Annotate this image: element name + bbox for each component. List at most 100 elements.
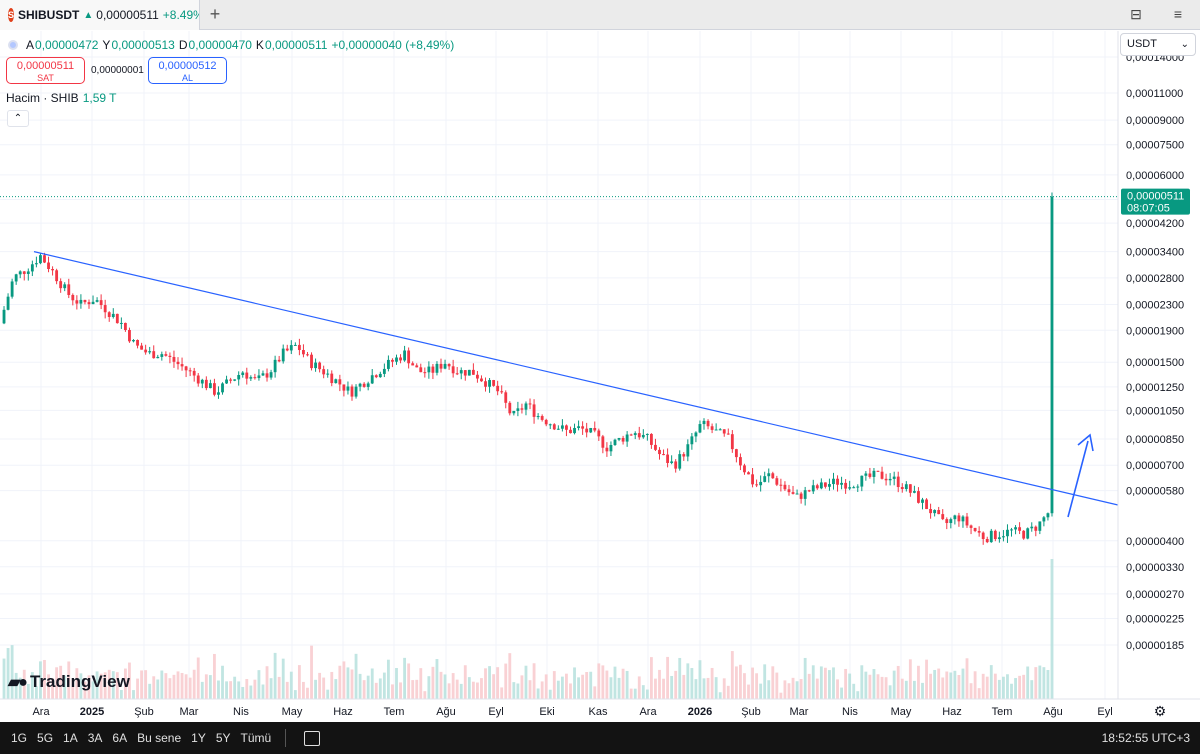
volume-bar: [795, 681, 799, 699]
volume-bar: [771, 666, 775, 699]
volume-bar: [581, 674, 585, 699]
candle-body: [34, 263, 38, 265]
candle-body: [257, 375, 261, 379]
x-tick-label: Eyl: [1097, 706, 1112, 718]
candle-body: [107, 312, 111, 317]
range-ytd[interactable]: Bu sene: [137, 731, 182, 745]
candle-body: [803, 490, 807, 499]
volume-bar: [144, 670, 148, 699]
volume-bar: [872, 669, 876, 699]
layout-icon[interactable]: ⊟: [1130, 6, 1142, 22]
candle-body: [225, 379, 228, 384]
volume-bar: [904, 680, 908, 699]
candle-body: [593, 427, 597, 431]
candle-body: [730, 434, 734, 450]
range-1y[interactable]: 1Y: [191, 731, 206, 745]
tradingview-logo[interactable]: ▰● TradingView: [8, 672, 130, 692]
candle-body: [403, 350, 407, 361]
tab-bar: S SHIBUSDT ▲ 0,00000511 +8.49% + ⊟ ≡: [0, 0, 1200, 30]
candle-body: [43, 255, 46, 263]
volume-bar: [993, 673, 997, 699]
price-chart[interactable]: 0,000140000,000110000,000090000,00007500…: [0, 31, 1200, 721]
candle-body: [439, 363, 443, 369]
chart-grid: [0, 31, 1118, 699]
volume-bar: [597, 663, 601, 699]
volume-bar: [184, 674, 188, 699]
candle-body: [710, 426, 714, 430]
volume-bar: [965, 658, 969, 699]
breakout-arrow: [1067, 433, 1094, 518]
volume-bar: [815, 678, 819, 699]
range-1g[interactable]: 1G: [11, 731, 28, 745]
candle-body: [302, 350, 305, 355]
clock[interactable]: 18:52:55 UTC+3: [1101, 731, 1190, 745]
volume-bar: [71, 678, 75, 699]
calendar-icon[interactable]: [304, 730, 321, 746]
toolbar-divider: [285, 729, 287, 747]
candle-body: [79, 299, 83, 304]
candle-body: [362, 383, 366, 387]
arrow-head: [1077, 433, 1094, 452]
candle-body: [241, 372, 245, 376]
add-tab-icon[interactable]: +: [209, 4, 221, 24]
tab-price: 0,00000511: [96, 8, 159, 22]
y-tick-label: 0,00000225: [1126, 614, 1184, 626]
buy-button[interactable]: 0,00000512 AL: [148, 57, 227, 84]
x-tick-label: Ağu: [436, 706, 456, 718]
candle-body: [253, 377, 257, 379]
candle-body: [698, 424, 702, 433]
volume-bar: [917, 665, 920, 699]
volume-bar: [520, 675, 524, 699]
x-tick-label: Şub: [134, 706, 154, 718]
symbol-tab[interactable]: S SHIBUSDT ▲ 0,00000511 +8.49%: [0, 0, 200, 30]
volume-bar: [399, 682, 402, 699]
range-1a[interactable]: 1A: [63, 731, 78, 745]
candle-body: [973, 527, 977, 531]
candle-body: [739, 457, 742, 466]
candle-body: [815, 485, 819, 489]
volume-bar: [164, 673, 168, 699]
volume-bar: [326, 689, 330, 699]
volume-bar: [941, 677, 945, 699]
volume-bar: [977, 688, 981, 699]
range-all[interactable]: Tümü: [240, 731, 272, 745]
range-3a[interactable]: 3A: [87, 731, 103, 745]
currency-select[interactable]: USDT ⌄: [1120, 33, 1196, 56]
candle-body: [908, 484, 912, 493]
volume-bar: [536, 688, 540, 699]
volume-bar: [213, 653, 216, 699]
candle-body: [544, 419, 548, 425]
range-6a[interactable]: 6A: [112, 731, 128, 745]
volume-bar: [180, 672, 184, 699]
candle-body: [540, 416, 544, 420]
volume-bar: [123, 668, 127, 699]
candle-body: [435, 363, 439, 373]
menu-icon[interactable]: ≡: [1173, 6, 1183, 22]
y-tick-label: 0,00000580: [1126, 486, 1184, 498]
volume-bar: [87, 675, 91, 699]
volume-bar: [633, 688, 637, 699]
volume-bar: [346, 667, 350, 699]
candle-body: [508, 402, 512, 414]
volume-bar: [14, 672, 18, 699]
volume-bar: [682, 674, 686, 699]
candle-body: [532, 404, 536, 417]
sell-button[interactable]: 0,00000511 SAT: [6, 57, 85, 84]
volume-bar: [423, 691, 427, 699]
volume-bar: [136, 678, 139, 699]
candle-body: [629, 434, 633, 436]
y-tick-label: 0,00001050: [1126, 405, 1184, 417]
candle-body: [95, 300, 99, 302]
collapse-legend-button[interactable]: ⌃: [7, 110, 29, 127]
range-5g[interactable]: 5G: [37, 731, 54, 745]
candle-body: [1022, 530, 1026, 539]
up-arrow-icon: ▲: [83, 9, 94, 21]
range-5y[interactable]: 5Y: [215, 731, 231, 745]
candle-body: [204, 379, 208, 389]
y-tick-label: 0,00000700: [1126, 460, 1184, 472]
candle-body: [565, 425, 568, 430]
candle-body: [674, 461, 678, 469]
candle-body: [463, 370, 467, 376]
volume-bar: [63, 675, 67, 699]
candle-body: [447, 363, 451, 367]
